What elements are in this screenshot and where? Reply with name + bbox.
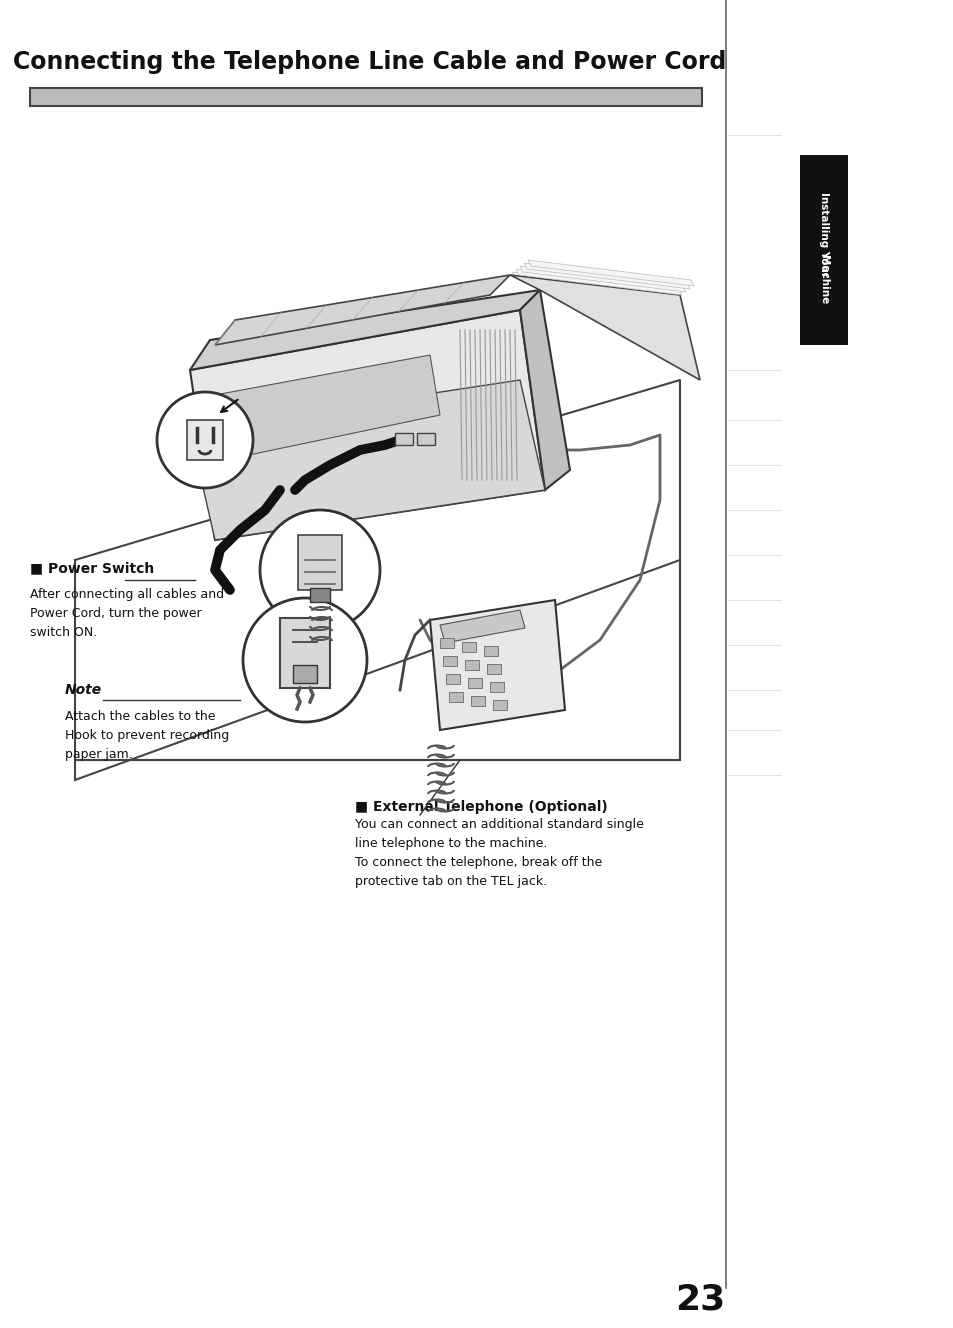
Polygon shape: [439, 610, 524, 643]
Bar: [468, 679, 481, 688]
Text: You can connect an additional standard single
line telephone to the machine.
To : You can connect an additional standard s…: [355, 818, 643, 888]
Bar: [446, 675, 459, 684]
Circle shape: [243, 598, 367, 722]
Text: ■ External Telephone (Optional): ■ External Telephone (Optional): [355, 799, 607, 814]
Text: After connecting all cables and
Power Cord, turn the power
switch ON.: After connecting all cables and Power Co…: [30, 588, 224, 639]
Polygon shape: [430, 600, 564, 730]
Bar: [483, 645, 497, 656]
Bar: [449, 692, 462, 703]
Text: Machine: Machine: [818, 255, 828, 304]
Bar: [493, 700, 506, 710]
Circle shape: [157, 392, 253, 487]
Bar: [461, 641, 476, 652]
Polygon shape: [75, 560, 679, 780]
Polygon shape: [214, 355, 439, 459]
Circle shape: [260, 510, 379, 629]
Bar: [800, 155, 847, 345]
Polygon shape: [190, 309, 544, 540]
Bar: [490, 683, 503, 692]
Text: Connecting the Telephone Line Cable and Power Cord: Connecting the Telephone Line Cable and …: [13, 50, 726, 74]
Text: 23: 23: [674, 1283, 724, 1317]
Bar: [293, 665, 316, 683]
Bar: [464, 660, 478, 671]
Bar: [187, 420, 223, 459]
Bar: [486, 664, 500, 675]
Bar: [280, 618, 330, 688]
Text: Installing Your: Installing Your: [818, 193, 828, 278]
Polygon shape: [523, 263, 689, 290]
Bar: [310, 588, 330, 602]
Polygon shape: [519, 266, 685, 292]
Text: ■ Power Switch: ■ Power Switch: [30, 560, 154, 575]
Text: Note: Note: [65, 683, 102, 697]
Polygon shape: [190, 290, 539, 371]
Bar: [471, 696, 484, 706]
Polygon shape: [214, 275, 510, 345]
Bar: [297, 535, 341, 590]
Polygon shape: [190, 380, 544, 540]
Bar: [395, 433, 413, 445]
Bar: [439, 637, 454, 648]
Bar: [416, 433, 435, 445]
Bar: [30, 88, 701, 106]
Polygon shape: [519, 290, 569, 490]
Polygon shape: [516, 270, 681, 295]
Bar: [442, 656, 456, 667]
Polygon shape: [512, 272, 678, 297]
Polygon shape: [510, 275, 700, 380]
Text: Attach the cables to the
Hook to prevent recording
paper jam.: Attach the cables to the Hook to prevent…: [65, 710, 229, 761]
Polygon shape: [527, 260, 693, 286]
